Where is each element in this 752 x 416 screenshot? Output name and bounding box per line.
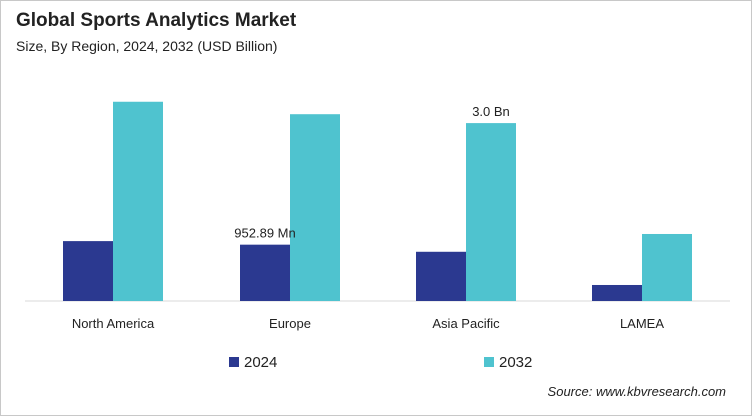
bar-north-america-2024 — [63, 241, 113, 301]
x-tick-label: Asia Pacific — [432, 316, 500, 331]
x-tick-label: Europe — [269, 316, 311, 331]
bar-lamea-2024 — [592, 284, 642, 301]
bar-asia-pacific-2024 — [416, 251, 466, 301]
legend-swatch-2024 — [229, 357, 239, 367]
x-tick-label: LAMEA — [620, 316, 664, 331]
bar-asia-pacific-2032 — [466, 123, 516, 301]
legend-label: 2024 — [244, 354, 277, 371]
bar-north-america-2032 — [113, 101, 163, 301]
source-text: Source: www.kbvresearch.com — [547, 384, 726, 399]
legend-label: 2032 — [499, 354, 532, 371]
data-label: 3.0 Bn — [472, 104, 510, 119]
legend-swatch-2032 — [484, 357, 494, 367]
bar-europe-2024 — [240, 244, 290, 301]
data-label: 952.89 Mn — [234, 226, 295, 241]
chart-subtitle: Size, By Region, 2024, 2032 (USD Billion… — [16, 38, 278, 54]
bar-lamea-2032 — [642, 233, 692, 301]
x-tick-label: North America — [72, 316, 155, 331]
chart-title: Global Sports Analytics Market — [16, 10, 297, 31]
bar-europe-2032 — [290, 114, 340, 301]
